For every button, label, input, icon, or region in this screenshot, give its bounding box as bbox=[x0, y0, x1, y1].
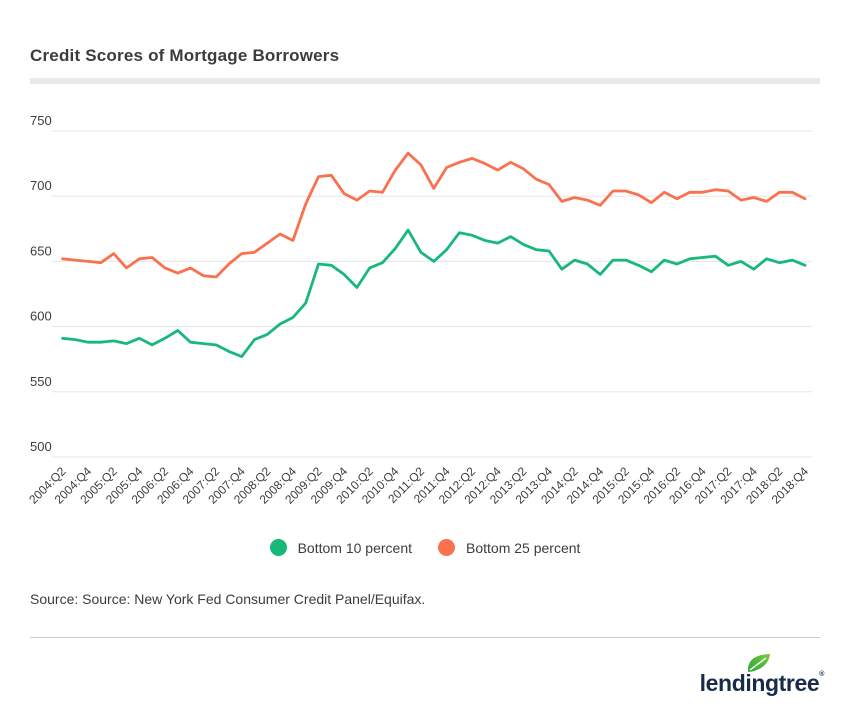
page-title: Credit Scores of Mortgage Borrowers bbox=[30, 46, 340, 65]
y-tick-label: 500 bbox=[30, 439, 52, 454]
source-text: Source: Source: New York Fed Consumer Cr… bbox=[30, 591, 426, 607]
series-line-bottom-25-percent bbox=[61, 151, 807, 279]
legend-label: Bottom 25 percent bbox=[466, 539, 581, 556]
legend-dot-green bbox=[269, 539, 287, 556]
title-divider bbox=[30, 78, 820, 84]
legend-dot-orange bbox=[438, 539, 455, 556]
y-tick-labels: 500 550 600 650 700 750 bbox=[30, 113, 52, 454]
lendingtree-logo: lendingtree® bbox=[700, 654, 824, 697]
y-tick-label: 700 bbox=[30, 178, 52, 193]
logo-text: lendingtree® bbox=[700, 654, 824, 696]
credit-scores-chart: 500 550 600 650 700 750 2004:Q22004:Q42005:Q22… bbox=[26, 113, 812, 507]
legend-item-bottom-25: Bottom 25 percent bbox=[438, 539, 580, 556]
logo-leaf-icon bbox=[747, 654, 770, 672]
chart-legend: Bottom 10 percent Bottom 25 percent bbox=[0, 539, 850, 556]
y-tick-label: 600 bbox=[30, 309, 52, 324]
y-tick-label: 650 bbox=[30, 243, 52, 258]
legend-label: Bottom 10 percent bbox=[297, 539, 412, 556]
legend-item-bottom-10: Bottom 10 percent bbox=[269, 539, 412, 556]
y-gridlines bbox=[52, 130, 812, 458]
y-tick-label: 550 bbox=[30, 374, 52, 389]
footer-divider bbox=[30, 637, 820, 638]
series-line-bottom-10-percent bbox=[61, 228, 807, 359]
registered-mark: ® bbox=[819, 671, 824, 678]
y-tick-label: 750 bbox=[30, 113, 52, 128]
x-tick-labels: 2004:Q22004:Q42005:Q22005:Q42006:Q22006:… bbox=[26, 464, 811, 507]
